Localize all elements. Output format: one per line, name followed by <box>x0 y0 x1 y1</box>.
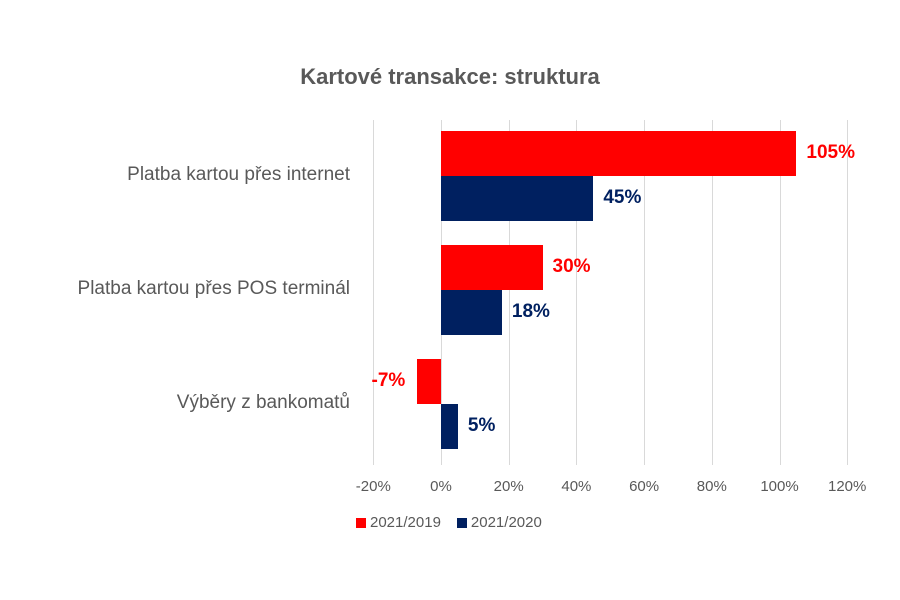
chart-title: Kartové transakce: struktura <box>300 64 600 89</box>
data-label: 105% <box>806 142 856 163</box>
gridline <box>508 120 510 465</box>
gridline <box>847 120 849 465</box>
bar-0 <box>441 131 797 176</box>
x-tick-label: 40% <box>561 478 592 495</box>
gridline <box>373 120 375 465</box>
x-tick-label: 100% <box>760 478 799 495</box>
x-tick-label: 0% <box>430 478 452 495</box>
legend-label: 2021/2019 <box>370 514 441 531</box>
legend-swatch-navy <box>456 517 467 528</box>
legend-swatch-red <box>356 517 366 528</box>
data-label: 5% <box>467 415 496 436</box>
gridline <box>779 120 781 465</box>
bar-0 <box>441 245 543 290</box>
x-tick-label: -20% <box>355 478 391 495</box>
gridline <box>711 120 713 465</box>
bar-0 <box>417 359 441 404</box>
legend-item-2021-2019: 2021/2019 <box>356 514 441 531</box>
x-tick-label: 80% <box>696 478 727 495</box>
data-label: 45% <box>603 187 642 208</box>
x-tick-label: 20% <box>493 478 524 495</box>
x-tick-label: 60% <box>629 478 660 495</box>
legend-label: 2021/2020 <box>470 514 542 531</box>
category-label: Platba kartou přes POS terminál <box>77 278 350 299</box>
gridline <box>576 120 578 465</box>
gridline <box>644 120 646 465</box>
data-label: -7% <box>371 370 406 391</box>
category-label: Výběry z bankomatů <box>176 392 350 413</box>
legend: 2021/2019 2021/2020 <box>356 514 542 531</box>
category-label: Platba kartou přes internet <box>127 164 350 185</box>
data-label: 18% <box>511 301 550 322</box>
bar-1 <box>441 290 502 335</box>
data-label: 30% <box>552 256 591 277</box>
bar-1 <box>441 404 458 449</box>
bar-1 <box>441 176 594 221</box>
x-tick-label: 120% <box>828 478 867 495</box>
legend-item-2021-2020: 2021/2020 <box>456 514 542 531</box>
